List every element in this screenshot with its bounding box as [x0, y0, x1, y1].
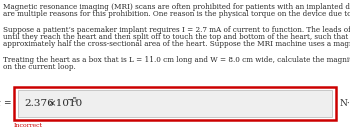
- Text: ×1010: ×1010: [48, 99, 83, 108]
- Text: N·m: N·m: [339, 99, 350, 108]
- Text: τ =: τ =: [0, 99, 11, 108]
- Text: on the current loop.: on the current loop.: [3, 63, 76, 71]
- Text: are multiple reasons for this prohibition. One reason is the physical torque on : are multiple reasons for this prohibitio…: [3, 11, 350, 18]
- FancyBboxPatch shape: [18, 90, 332, 117]
- Text: Suppose a patient’s pacemaker implant requires I = 2.7 mA of current to function: Suppose a patient’s pacemaker implant re…: [3, 26, 350, 33]
- Text: Incorrect: Incorrect: [14, 123, 43, 128]
- FancyBboxPatch shape: [14, 87, 336, 120]
- Text: Magnetic resonance imaging (MRI) scans are often prohibited for patients with an: Magnetic resonance imaging (MRI) scans a…: [3, 3, 350, 11]
- Text: −5: −5: [66, 95, 77, 104]
- Text: Treating the heart as a box that is L = 11.0 cm long and W = 8.0 cm wide, calcul: Treating the heart as a box that is L = …: [3, 55, 350, 63]
- Text: 2.376: 2.376: [24, 99, 54, 108]
- Text: until they reach the heart and then split off to touch the top and bottom of the: until they reach the heart and then spli…: [3, 33, 350, 41]
- Text: approximately half the cross-sectional area of the heart. Suppose the MRI machin: approximately half the cross-sectional a…: [3, 40, 350, 48]
